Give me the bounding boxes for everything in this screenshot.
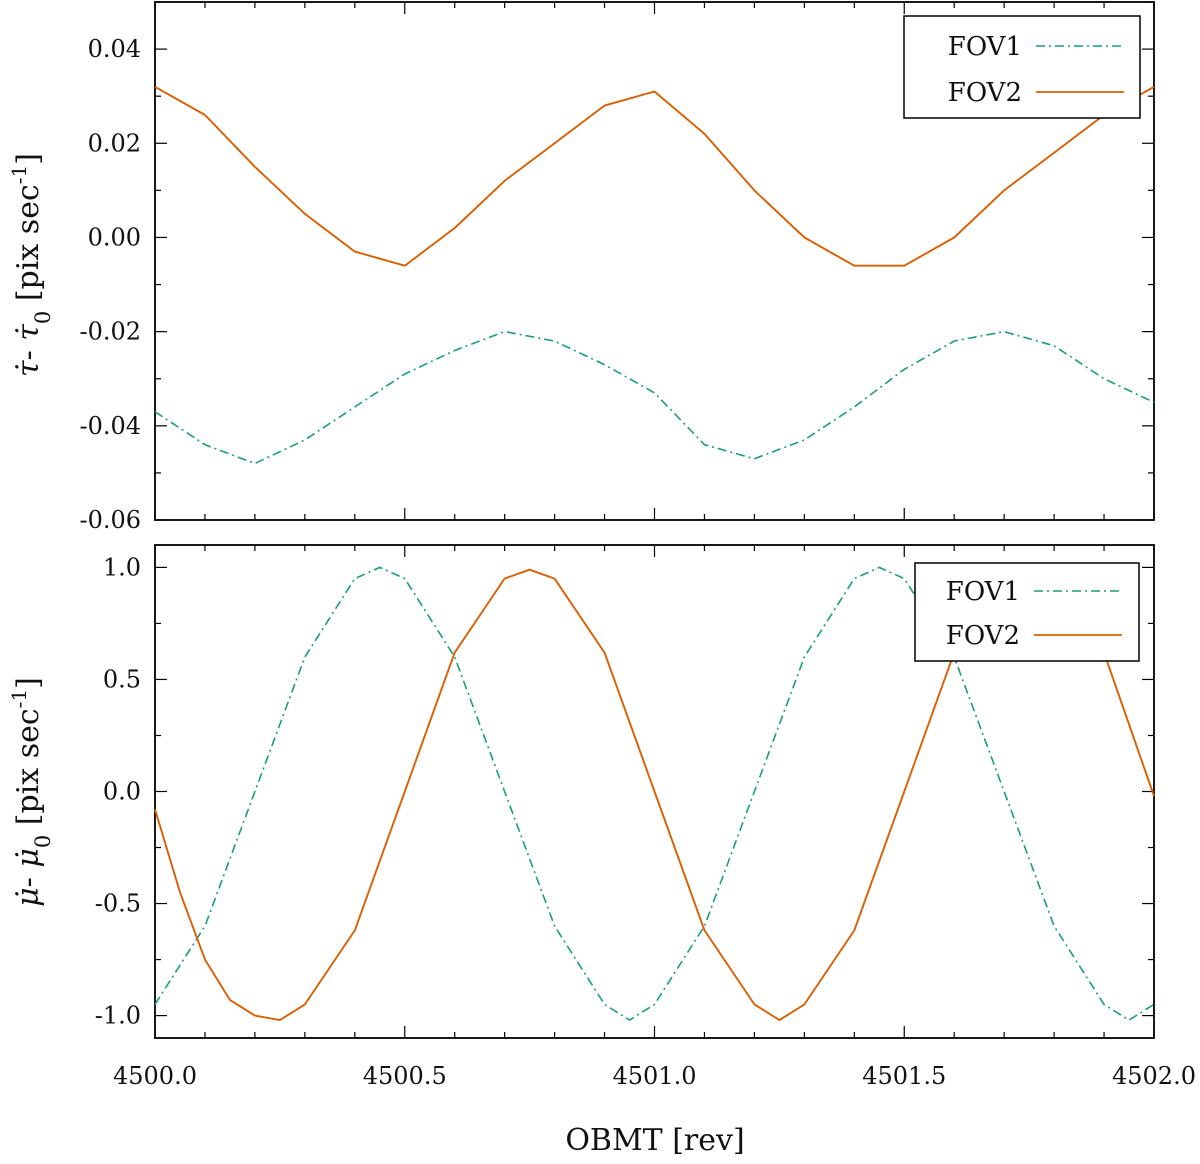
top-ylabel-superscript: -1: [7, 165, 31, 184]
x-tick-label: 4501.0: [613, 1062, 697, 1090]
top-y-tick-label: -0.02: [79, 318, 141, 346]
top-legend: FOV1 FOV2: [903, 15, 1141, 119]
bottom-y-tick-label: 0.5: [103, 665, 141, 693]
bottom-y-ticks: -1.0 -0.5 0.0 0.5 1.0: [95, 553, 1154, 1030]
bottom-ylabel-close: ]: [11, 677, 46, 689]
top-ylabel-symbol-ref: τ̇: [11, 324, 46, 341]
top-ylabel-subscript: 0: [31, 311, 55, 324]
top-ylabel-close: ]: [11, 153, 46, 165]
x-tick-label: 4500.0: [113, 1062, 197, 1090]
bottom-x-ticks: 4500.0 4500.5 4501.0 4501.5 4502.0: [113, 545, 1196, 1090]
bottom-legend: FOV1 FOV2: [914, 562, 1140, 662]
bottom-ylabel-superscript: -1: [7, 689, 31, 708]
top-ylabel-unit: [pix sec: [11, 184, 46, 310]
bottom-y-tick-label: -1.0: [95, 1002, 141, 1030]
top-y-tick-label: -0.06: [79, 506, 141, 534]
top-y-tick-label: -0.04: [79, 412, 141, 440]
top-y-ticks: -0.06 -0.04 -0.02 0.00 0.02 0.04: [79, 1, 1154, 534]
top-series-fov1-line: [154, 330, 1155, 465]
bottom-ylabel-dash: -: [11, 868, 46, 888]
top-ylabel-dash: -: [11, 341, 46, 361]
top-y-tick-label: 0.04: [88, 35, 141, 63]
bottom-legend-label-fov2: FOV2: [946, 621, 1020, 651]
x-tick-label: 4502.0: [1112, 1062, 1196, 1090]
bottom-panel: -1.0 -0.5 0.0 0.5 1.0 4500.0 4500.5 4501.0 4501…: [7, 544, 1196, 1158]
bottom-y-tick-label: -0.5: [95, 890, 141, 918]
bottom-ylabel-symbol-ref: μ̇: [11, 848, 46, 868]
top-y-axis-label: τ̇- τ̇0 [pix sec-1]: [7, 153, 55, 377]
bottom-y-axis-label: μ̇- μ̇0 [pix sec-1]: [7, 677, 55, 907]
x-axis-label: OBMT [rev]: [565, 1123, 744, 1158]
bottom-ylabel-subscript: 0: [31, 835, 55, 848]
top-series-group: [154, 85, 1155, 465]
top-legend-box: [903, 15, 1141, 119]
bottom-legend-box: [914, 562, 1140, 662]
bottom-y-tick-label: 0.0: [103, 778, 141, 806]
top-panel: -0.06-0.04-0.020.000.020.04 τ̇- τ̇0 [pix…: [7, 1, 1155, 534]
top-y-tick-label: 0.02: [88, 129, 141, 157]
bottom-y-tick-label: 1.0: [103, 553, 141, 581]
bottom-series-fov1-line: [154, 566, 1155, 1021]
bottom-ylabel-symbol: μ̇: [11, 887, 46, 907]
x-tick-label: 4501.5: [862, 1062, 946, 1090]
top-ylabel-symbol: τ̇: [11, 360, 46, 377]
top-series-fov2-line: [154, 85, 1155, 267]
x-tick-label: 4500.5: [363, 1062, 447, 1090]
top-y-tick-label: 0.00: [88, 223, 141, 251]
top-legend-label-fov2: FOV2: [948, 78, 1022, 108]
bottom-ylabel-unit: [pix sec: [11, 708, 46, 834]
top-x-ticks: [154, 2, 1155, 520]
top-legend-label-fov1: FOV1: [948, 32, 1022, 62]
bottom-legend-label-fov1: FOV1: [946, 577, 1020, 607]
